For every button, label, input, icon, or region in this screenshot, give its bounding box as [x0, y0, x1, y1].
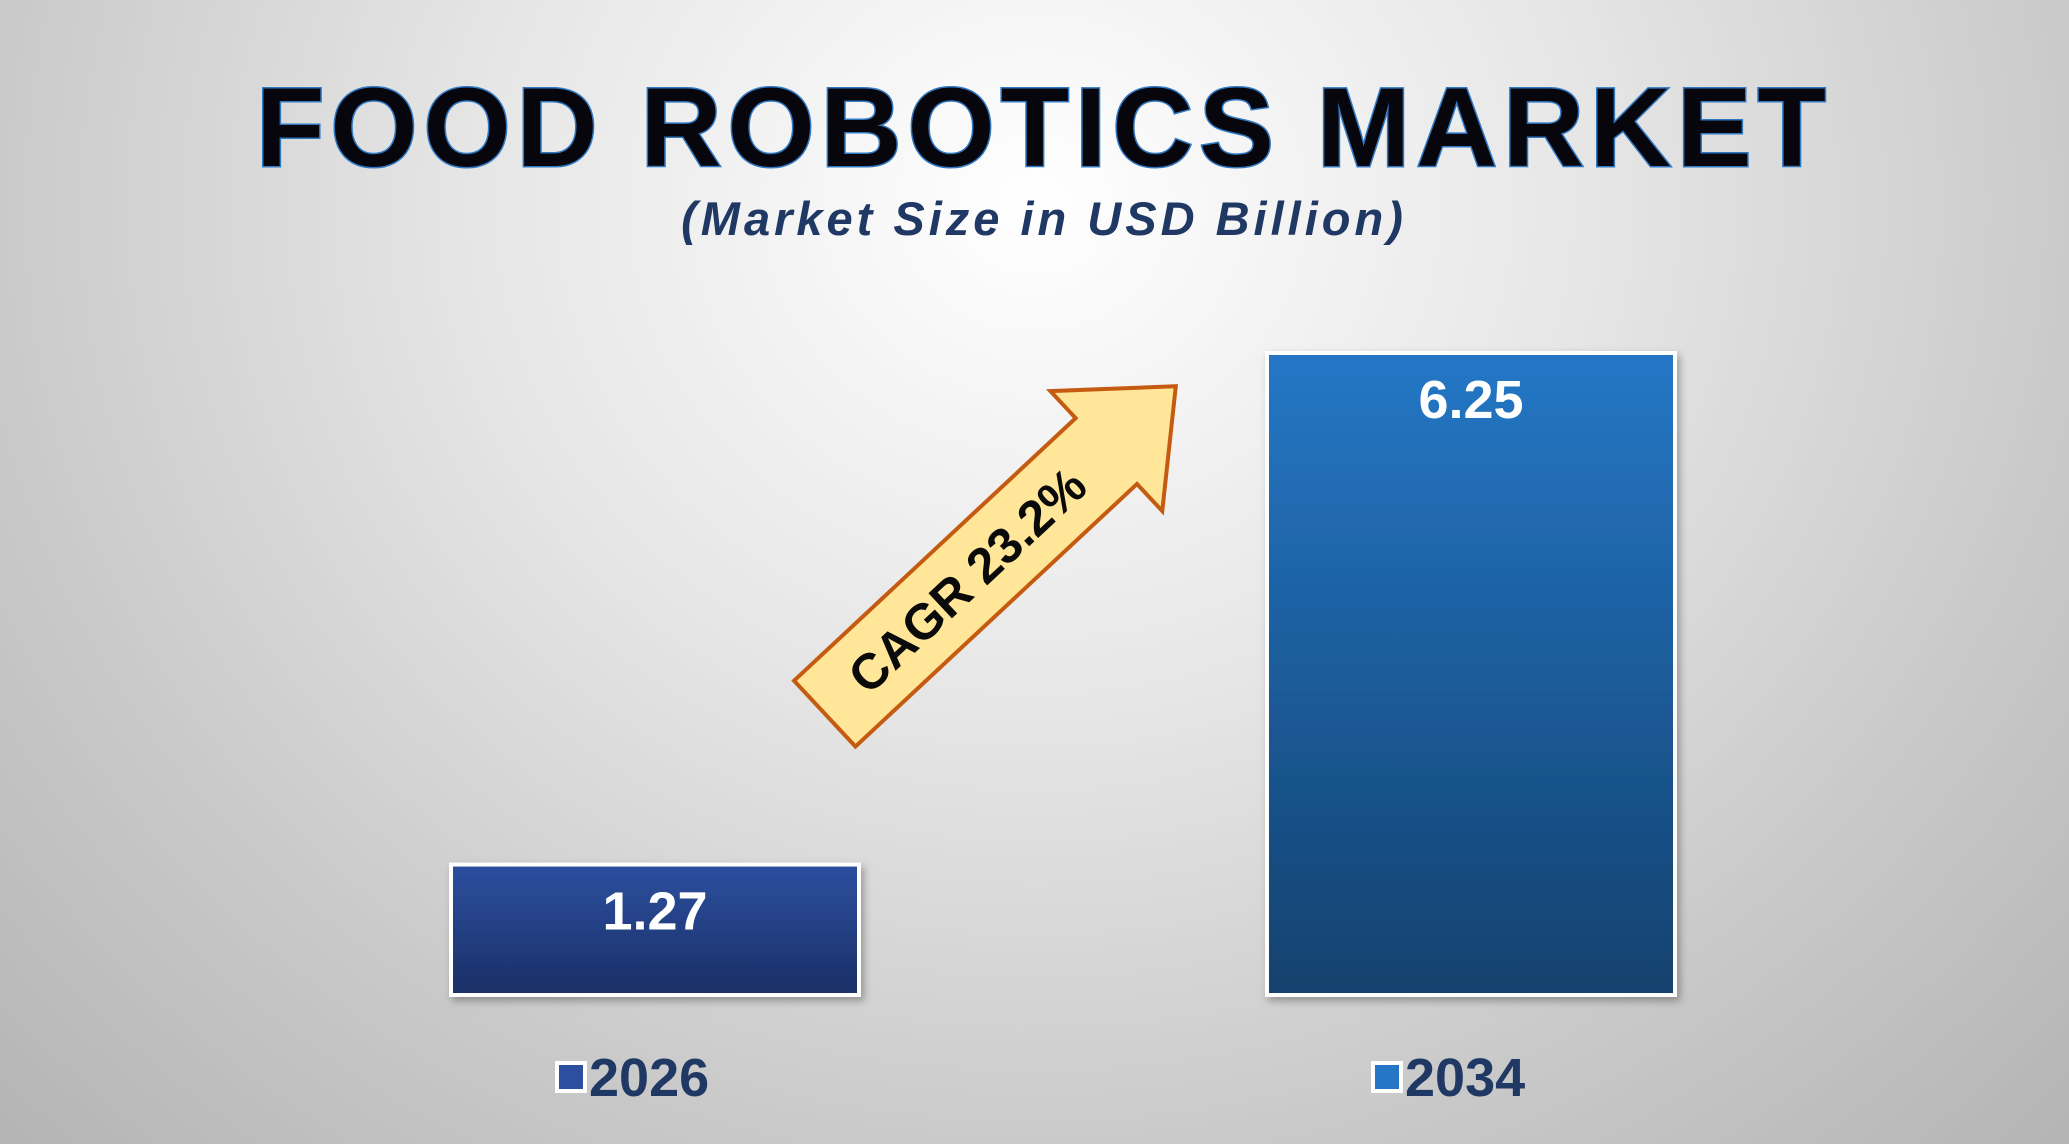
- bar-group: 1.27 2026 6.25 2034: [449, 351, 1677, 1108]
- cagr-arrow-shape: [791, 384, 1179, 750]
- category-label-2026: 2026: [589, 1048, 709, 1108]
- bar-value-label-2034: 6.25: [1418, 370, 1523, 430]
- chart-title: FOOD ROBOTICS MARKET: [256, 65, 1832, 190]
- bar-2034: [1265, 351, 1677, 997]
- cagr-label: CAGR 23.2%: [838, 457, 1098, 705]
- bar-value-label-2026: 1.27: [602, 882, 707, 942]
- category-label-2034: 2034: [1405, 1048, 1525, 1108]
- legend-marker-2034: [1371, 1061, 1403, 1093]
- bar-2026: [449, 862, 861, 997]
- chart-subtitle: (Market Size in USD Billion): [681, 192, 1407, 245]
- legend-marker-2026: [555, 1061, 587, 1093]
- cagr-arrow: CAGR 23.2%: [791, 384, 1179, 750]
